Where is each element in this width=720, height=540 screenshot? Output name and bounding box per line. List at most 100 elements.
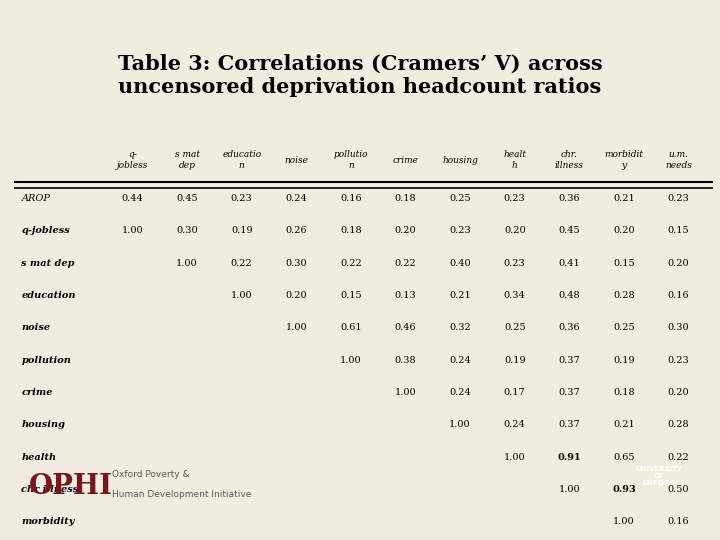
Text: 1.00: 1.00 (395, 388, 416, 397)
Text: 1.00: 1.00 (449, 420, 471, 429)
Text: s mat dep: s mat dep (22, 259, 75, 268)
Text: 0.36: 0.36 (559, 323, 580, 332)
Text: Oxford Poverty &: Oxford Poverty & (112, 470, 189, 479)
Text: 1.00: 1.00 (176, 259, 198, 268)
Text: 0.25: 0.25 (504, 323, 526, 332)
Text: 0.24: 0.24 (504, 420, 526, 429)
Text: 0.34: 0.34 (504, 291, 526, 300)
Text: health: health (22, 453, 56, 462)
Text: 1.00: 1.00 (559, 485, 580, 494)
Text: AROP: AROP (22, 194, 50, 203)
Text: 0.46: 0.46 (395, 323, 416, 332)
Text: 0.22: 0.22 (340, 259, 361, 268)
Text: 0.23: 0.23 (667, 356, 689, 364)
Text: 1.00: 1.00 (340, 356, 361, 364)
Text: q-
jobless: q- jobless (117, 150, 148, 170)
Text: 0.17: 0.17 (504, 388, 526, 397)
Text: pollutio
n: pollutio n (333, 150, 368, 170)
Polygon shape (0, 527, 432, 540)
Text: 0.23: 0.23 (504, 259, 526, 268)
Text: healt
h: healt h (503, 150, 526, 170)
Text: 0.48: 0.48 (559, 291, 580, 300)
Text: 0.21: 0.21 (613, 194, 635, 203)
Text: 0.61: 0.61 (340, 323, 361, 332)
Text: Table 3: Correlations (Cramers’ V) across
uncensored deprivation headcount ratio: Table 3: Correlations (Cramers’ V) acros… (117, 54, 603, 97)
Text: 0.93: 0.93 (612, 485, 636, 494)
Text: 0.15: 0.15 (613, 259, 635, 268)
Text: 0.91: 0.91 (557, 453, 581, 462)
Text: 0.50: 0.50 (667, 485, 689, 494)
Text: 0.24: 0.24 (449, 388, 471, 397)
Text: housing: housing (22, 420, 66, 429)
Text: s mat
dep: s mat dep (174, 150, 199, 170)
Text: 0.22: 0.22 (395, 259, 416, 268)
Text: 0.25: 0.25 (613, 323, 635, 332)
Text: crime: crime (392, 156, 418, 165)
Text: 0.19: 0.19 (231, 226, 253, 235)
Text: noise: noise (284, 156, 308, 165)
Text: 0.21: 0.21 (449, 291, 471, 300)
Text: 1.00: 1.00 (504, 453, 526, 462)
Polygon shape (0, 526, 571, 540)
Text: 0.65: 0.65 (613, 453, 634, 462)
Text: 0.36: 0.36 (559, 194, 580, 203)
Text: 0.16: 0.16 (667, 517, 689, 526)
Text: 0.22: 0.22 (667, 453, 689, 462)
Text: 0.40: 0.40 (449, 259, 471, 268)
Text: 1.00: 1.00 (231, 291, 253, 300)
Text: 0.18: 0.18 (340, 226, 361, 235)
Text: 0.45: 0.45 (559, 226, 580, 235)
Text: 1.00: 1.00 (286, 323, 307, 332)
Text: 0.18: 0.18 (395, 194, 416, 203)
Text: 0.20: 0.20 (395, 226, 416, 235)
Text: 0.22: 0.22 (231, 259, 253, 268)
Text: u.m.
needs: u.m. needs (665, 150, 692, 170)
Text: 0.13: 0.13 (395, 291, 416, 300)
Text: 0.45: 0.45 (176, 194, 198, 203)
Text: education: education (22, 291, 76, 300)
Text: 0.30: 0.30 (667, 323, 689, 332)
Text: 0.44: 0.44 (122, 194, 143, 203)
Polygon shape (0, 526, 364, 540)
Text: 0.37: 0.37 (559, 388, 580, 397)
Text: 0.23: 0.23 (449, 226, 471, 235)
Text: 0.37: 0.37 (559, 356, 580, 364)
Text: 0.19: 0.19 (613, 356, 635, 364)
Text: morbidit
y: morbidit y (604, 150, 644, 170)
Text: 0.20: 0.20 (504, 226, 526, 235)
Text: housing: housing (442, 156, 478, 165)
Text: 0.20: 0.20 (667, 388, 689, 397)
Text: 1.00: 1.00 (613, 517, 635, 526)
Text: noise: noise (22, 323, 50, 332)
Text: 0.32: 0.32 (449, 323, 471, 332)
Text: 0.18: 0.18 (613, 388, 635, 397)
Text: pollution: pollution (22, 356, 71, 364)
Text: 0.37: 0.37 (559, 420, 580, 429)
Text: 0.16: 0.16 (340, 194, 361, 203)
Text: OPHI: OPHI (29, 473, 113, 500)
Text: 0.38: 0.38 (395, 356, 416, 364)
Text: chr illness: chr illness (22, 485, 78, 494)
Text: 0.23: 0.23 (667, 194, 689, 203)
Text: Human Development Initiative: Human Development Initiative (112, 490, 251, 500)
Text: 0.23: 0.23 (504, 194, 526, 203)
Text: 0.23: 0.23 (231, 194, 253, 203)
Text: 0.24: 0.24 (449, 356, 471, 364)
Text: 0.25: 0.25 (449, 194, 471, 203)
Text: 0.15: 0.15 (667, 226, 689, 235)
Text: 0.20: 0.20 (667, 259, 689, 268)
Text: morbidity: morbidity (22, 517, 75, 526)
Text: 0.28: 0.28 (613, 291, 635, 300)
Text: 0.20: 0.20 (286, 291, 307, 300)
Text: q-jobless: q-jobless (22, 226, 70, 235)
Text: 0.15: 0.15 (340, 291, 361, 300)
Text: 0.41: 0.41 (559, 259, 580, 268)
Text: 0.19: 0.19 (504, 356, 526, 364)
Text: 0.26: 0.26 (286, 226, 307, 235)
Text: 0.24: 0.24 (285, 194, 307, 203)
Text: 0.21: 0.21 (613, 420, 635, 429)
Text: 0.20: 0.20 (613, 226, 635, 235)
Text: 0.28: 0.28 (667, 420, 689, 429)
Text: chr.
illness: chr. illness (555, 150, 584, 170)
Text: educatio
n: educatio n (222, 150, 261, 170)
